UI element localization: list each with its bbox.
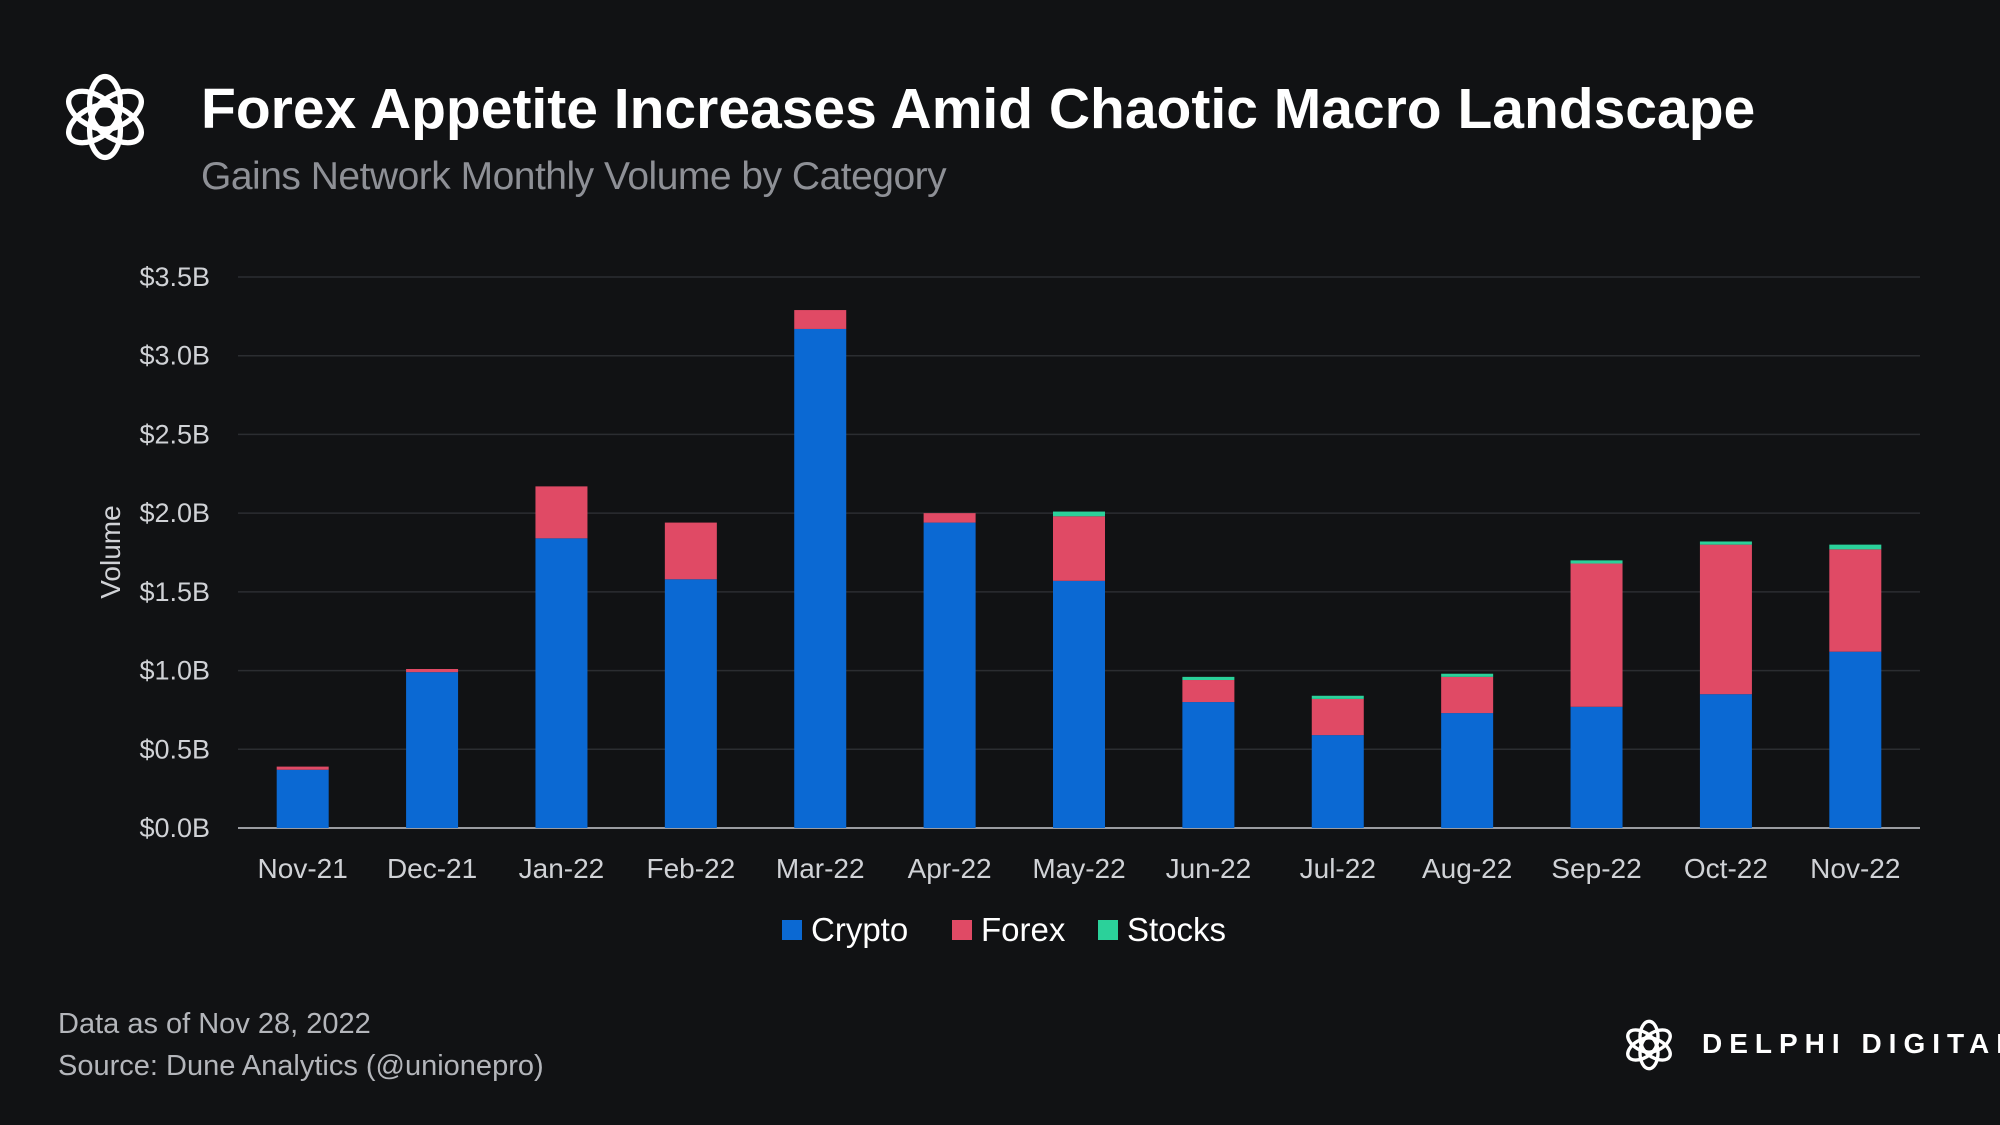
bar-crypto — [535, 538, 588, 828]
bar-forex — [1182, 680, 1235, 703]
y-tick-label: $0.0B — [139, 813, 210, 843]
x-tick-label: May-22 — [1032, 853, 1125, 884]
y-tick-label: $3.0B — [139, 341, 210, 371]
stacked-bar-chart: $0.0B $0.5B $1.0B $1.5B $2.0B $2.5B $3.0B $3.5B… — [95, 262, 1920, 948]
bar-forex — [1311, 698, 1364, 736]
legend-swatch-crypto — [782, 920, 802, 940]
bar-stocks — [1182, 676, 1235, 681]
y-axis-title: Volume — [95, 505, 126, 598]
bar-forex — [276, 766, 329, 770]
bar-crypto — [664, 579, 717, 828]
bar-crypto — [406, 672, 459, 828]
x-tick-label: Dec-21 — [387, 853, 477, 884]
bar-stocks — [1053, 511, 1105, 517]
x-tick-label: Jul-22 — [1300, 853, 1376, 884]
bar-crypto — [276, 769, 329, 828]
bar-forex — [1441, 676, 1494, 714]
bar-stocks — [1311, 695, 1364, 699]
bar-crypto — [923, 522, 976, 828]
chart-title: Forex Appetite Increases Amid Chaotic Ma… — [201, 77, 1756, 141]
x-tick-label: Jan-22 — [519, 853, 605, 884]
y-tick-label: $3.5B — [139, 262, 210, 292]
bar-forex — [1053, 516, 1105, 581]
bar-forex — [923, 513, 976, 523]
x-tick-label: Mar-22 — [776, 853, 865, 884]
brand-logo: DELPHI DIGITAL — [1618, 1012, 2000, 1078]
x-tick-label: Jun-22 — [1166, 853, 1252, 884]
x-tick-label: Sep-22 — [1551, 853, 1641, 884]
legend-swatch-stocks — [1098, 920, 1118, 940]
bar-forex — [1570, 563, 1623, 707]
source-note: Source: Dune Analytics (@unionepro) — [58, 1050, 544, 1082]
y-tick-label: $1.5B — [139, 577, 210, 607]
bar-crypto — [794, 328, 847, 828]
data-date-note: Data as of Nov 28, 2022 — [58, 1008, 371, 1040]
x-tick-label: Nov-22 — [1810, 853, 1900, 884]
legend-label-forex: Forex — [981, 911, 1066, 948]
x-tick-label: Feb-22 — [646, 853, 735, 884]
bar-stocks — [1570, 560, 1623, 564]
y-tick-label: $2.5B — [139, 419, 210, 449]
chart-subtitle: Gains Network Monthly Volume by Category — [201, 155, 947, 198]
bar-stocks — [1829, 544, 1882, 550]
legend-label-crypto: Crypto — [811, 911, 908, 948]
bar-forex — [535, 486, 588, 539]
bar-crypto — [1053, 580, 1105, 828]
y-tick-label: $2.0B — [139, 498, 210, 528]
bar-forex — [406, 668, 459, 673]
brand-icon — [1626, 1019, 1672, 1071]
legend-swatch-forex — [952, 920, 972, 940]
bar-stocks — [1441, 673, 1494, 677]
y-tick-label: $1.0B — [139, 656, 210, 686]
y-tick-label: $0.5B — [139, 734, 210, 764]
bar-forex — [794, 310, 847, 329]
bar-crypto — [1699, 694, 1752, 828]
bar-crypto — [1570, 706, 1623, 828]
logo-icon — [66, 73, 144, 161]
x-tick-label: Oct-22 — [1684, 853, 1768, 884]
x-tick-label: Apr-22 — [908, 853, 992, 884]
brand-name: DELPHI DIGITAL — [1702, 1028, 2000, 1059]
bar-crypto — [1182, 702, 1235, 828]
bar-crypto — [1311, 735, 1364, 828]
bar-forex — [1829, 549, 1882, 652]
bar-forex — [1699, 544, 1752, 695]
legend-label-stocks: Stocks — [1127, 911, 1226, 948]
bar-stocks — [1699, 541, 1752, 545]
x-tick-label: Nov-21 — [258, 853, 348, 884]
bar-forex — [664, 522, 717, 580]
bar-crypto — [1441, 713, 1494, 828]
bar-crypto — [1829, 651, 1882, 828]
x-tick-label: Aug-22 — [1422, 853, 1512, 884]
